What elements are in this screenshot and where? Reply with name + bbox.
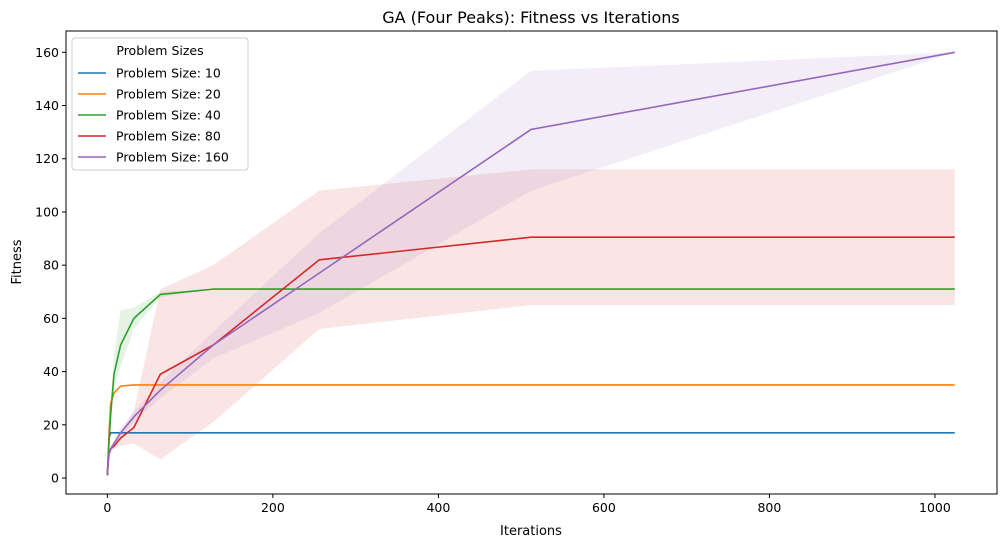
- series-lines: [106, 51, 955, 476]
- y-tick-label: 20: [43, 417, 59, 432]
- line-problem-size-160: [106, 51, 955, 476]
- x-tick-label: 800: [757, 500, 781, 515]
- band-problem-size-80: [107, 169, 955, 476]
- legend-label-problem-size-10: Problem Size: 10: [116, 66, 221, 81]
- y-axis-label: Fitness: [10, 239, 25, 284]
- x-tick-label: 400: [426, 500, 450, 515]
- x-tick-label: 200: [261, 500, 285, 515]
- y-axis-ticks: 0 20 40 60 80 100 120 140 160: [35, 45, 66, 486]
- y-tick-label: 80: [43, 258, 59, 273]
- x-tick-label: 1000: [919, 500, 951, 515]
- legend-title: Problem Sizes: [116, 43, 203, 58]
- y-tick-label: 0: [51, 471, 59, 486]
- x-axis-ticks: 0 200 400 600 800 1000: [103, 494, 951, 515]
- legend-label-problem-size-80: Problem Size: 80: [116, 129, 221, 144]
- band-problem-size-160: [107, 52, 955, 476]
- y-tick-label: 160: [35, 45, 59, 60]
- x-tick-label: 600: [592, 500, 616, 515]
- y-tick-label: 60: [43, 311, 59, 326]
- plot-frame: [65, 30, 998, 495]
- line-problem-size-10: [106, 431, 955, 476]
- legend-label-problem-size-160: Problem Size: 160: [116, 150, 229, 165]
- legend-label-problem-size-40: Problem Size: 40: [116, 108, 221, 123]
- y-tick-label: 140: [35, 98, 59, 113]
- legend-frame: [71, 37, 249, 171]
- legend-label-problem-size-20: Problem Size: 20: [116, 87, 221, 102]
- x-tick-label: 0: [103, 500, 111, 515]
- confidence-bands: [107, 52, 955, 476]
- line-problem-size-40: [106, 288, 955, 476]
- legend: Problem Sizes Problem Size: 10 Problem Si…: [71, 37, 249, 171]
- y-tick-label: 120: [35, 151, 59, 166]
- chart-title: GA (Four Peaks): Fitness vs Iterations: [382, 8, 680, 27]
- y-tick-label: 40: [43, 364, 59, 379]
- x-axis-label: Iterations: [500, 524, 562, 539]
- y-tick-label: 100: [35, 204, 59, 219]
